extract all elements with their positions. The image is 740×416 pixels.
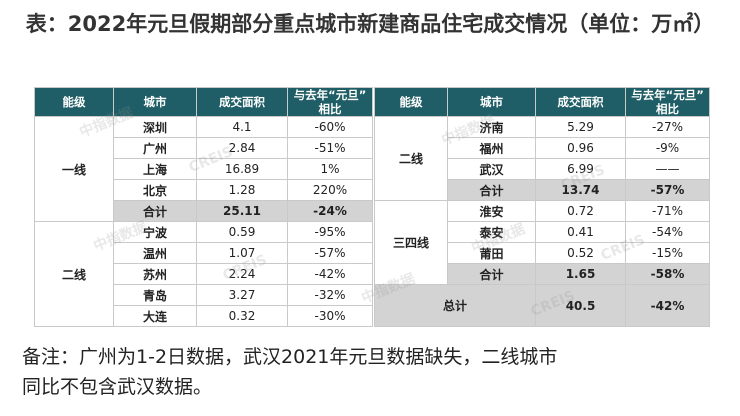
- yoy-cell: -60%: [287, 116, 373, 138]
- right-data-table: 能级 城市 成交面积 与去年“元旦” 相比 二线 济南 5.29 -27% 福州 …: [374, 87, 710, 327]
- table-row: 大连 0.32 -30%: [35, 305, 373, 327]
- header-tier: 能级: [374, 87, 448, 117]
- city-cell: 莆田: [447, 242, 536, 264]
- left-data-table: 能级 城市 成交面积 与去年“元旦” 相比 一线 深圳 4.1 -60% 广州 2…: [34, 87, 373, 327]
- city-cell: 宁波: [113, 221, 197, 243]
- yoy-cell: -32%: [287, 284, 373, 306]
- table-row: 二线 宁波 0.59 -95%: [34, 221, 373, 327]
- table-row: 三四线 淮安 0.72 -71%: [374, 200, 710, 285]
- subtotal-yoy: -57%: [625, 179, 710, 201]
- subtotal-area: 13.74: [535, 179, 626, 201]
- yoy-cell: ——: [625, 158, 710, 180]
- table-row: 二线 济南 5.29 -27%: [374, 116, 710, 201]
- tier-cell: 二线: [374, 116, 448, 201]
- area-cell: 0.41: [535, 221, 626, 243]
- header-tier: 能级: [34, 87, 114, 117]
- city-cell: 温州: [113, 242, 197, 264]
- city-cell: 济南: [447, 116, 536, 138]
- tier-cell: 一线: [34, 116, 114, 222]
- area-cell: 2.84: [196, 137, 288, 159]
- total-area: 40.5: [535, 284, 626, 327]
- yoy-cell: -27%: [625, 116, 710, 138]
- subtotal-yoy: -58%: [625, 263, 710, 285]
- header-area: 成交面积: [535, 87, 626, 117]
- area-cell: 0.52: [535, 242, 626, 264]
- total-row: 总计 40.5 -42%: [374, 284, 710, 327]
- city-cell: 青岛: [113, 284, 197, 306]
- header-yoy-line2: 相比: [318, 102, 342, 116]
- area-cell: 0.59: [196, 221, 288, 243]
- yoy-cell: 220%: [287, 179, 373, 201]
- yoy-cell: -9%: [625, 137, 710, 159]
- yoy-cell: -42%: [287, 263, 373, 285]
- area-cell: 1.07: [196, 242, 288, 264]
- area-cell: 0.96: [535, 137, 626, 159]
- city-cell: 武汉: [447, 158, 536, 180]
- area-cell: 6.99: [535, 158, 626, 180]
- city-cell: 泰安: [447, 221, 536, 243]
- yoy-cell: -15%: [625, 242, 710, 264]
- city-cell: 北京: [113, 179, 197, 201]
- subtotal-label: 合计: [447, 263, 536, 285]
- area-cell: 3.27: [196, 284, 288, 306]
- header-yoy-line1: 与去年“元旦”: [631, 88, 704, 103]
- header-yoy-line2: 相比: [656, 102, 679, 116]
- table-row: 上海 16.89 1%: [35, 158, 373, 180]
- header-yoy: 与去年“元旦” 相比: [625, 87, 710, 117]
- right-header-row: 能级 城市 成交面积 与去年“元旦” 相比: [374, 87, 710, 117]
- subtotal-area: 1.65: [535, 263, 626, 285]
- left-header-row: 能级 城市 成交面积 与去年“元旦” 相比: [34, 87, 373, 117]
- city-cell: 大连: [113, 305, 197, 327]
- area-cell: 0.72: [535, 200, 626, 222]
- total-label: 总计: [374, 284, 536, 327]
- yoy-cell: -51%: [287, 137, 373, 159]
- subtotal-label: 合计: [447, 179, 536, 201]
- subtotal-row: 合计 25.11 -24%: [35, 200, 373, 222]
- subtotal-yoy: -24%: [287, 200, 373, 222]
- yoy-cell: -71%: [625, 200, 710, 222]
- table-row: 苏州 2.24 -42%: [35, 263, 373, 285]
- city-cell: 苏州: [113, 263, 197, 285]
- table-row: 青岛 3.27 -32%: [35, 284, 373, 306]
- header-yoy-line1: 与去年“元旦”: [293, 88, 367, 103]
- subtotal-row: 合计 1.65 -58%: [375, 263, 710, 285]
- header-yoy: 与去年“元旦” 相比: [287, 87, 373, 117]
- table-row: 武汉 6.99 ——: [375, 158, 710, 180]
- header-area: 成交面积: [196, 87, 288, 117]
- footnote: 备注：广州为1-2日数据，武汉2021年元旦数据缺失，二线城市 同比不包含武汉数…: [22, 342, 722, 402]
- footnote-line-1: 备注：广州为1-2日数据，武汉2021年元旦数据缺失，二线城市: [22, 346, 558, 368]
- city-cell: 淮安: [447, 200, 536, 222]
- total-yoy: -42%: [625, 284, 710, 327]
- header-city: 城市: [113, 87, 197, 117]
- city-cell: 广州: [113, 137, 197, 159]
- footnote-line-2: 同比不包含武汉数据。: [22, 376, 213, 398]
- city-cell: 福州: [447, 137, 536, 159]
- subtotal-label: 合计: [113, 200, 197, 222]
- area-cell: 2.24: [196, 263, 288, 285]
- tier-cell: 二线: [34, 221, 114, 327]
- city-cell: 深圳: [113, 116, 197, 138]
- subtotal-row: 合计 13.74 -57%: [375, 179, 710, 201]
- table-title: 表：2022年元旦假期部分重点城市新建商品住宅成交情况（单位：万㎡）: [25, 12, 715, 36]
- city-cell: 上海: [113, 158, 197, 180]
- area-cell: 5.29: [535, 116, 626, 138]
- yoy-cell: -54%: [625, 221, 710, 243]
- table-row: 一线 深圳 4.1 -60%: [34, 116, 373, 222]
- header-city: 城市: [447, 87, 536, 117]
- subtotal-area: 25.11: [196, 200, 288, 222]
- yoy-cell: 1%: [287, 158, 373, 180]
- area-cell: 16.89: [196, 158, 288, 180]
- yoy-cell: -95%: [287, 221, 373, 243]
- area-cell: 4.1: [196, 116, 288, 138]
- area-cell: 0.32: [196, 305, 288, 327]
- table-row: 莆田 0.52 -15%: [375, 242, 710, 264]
- table-row: 温州 1.07 -57%: [35, 242, 373, 264]
- yoy-cell: -30%: [287, 305, 373, 327]
- yoy-cell: -57%: [287, 242, 373, 264]
- tier-cell: 三四线: [374, 200, 448, 285]
- area-cell: 1.28: [196, 179, 288, 201]
